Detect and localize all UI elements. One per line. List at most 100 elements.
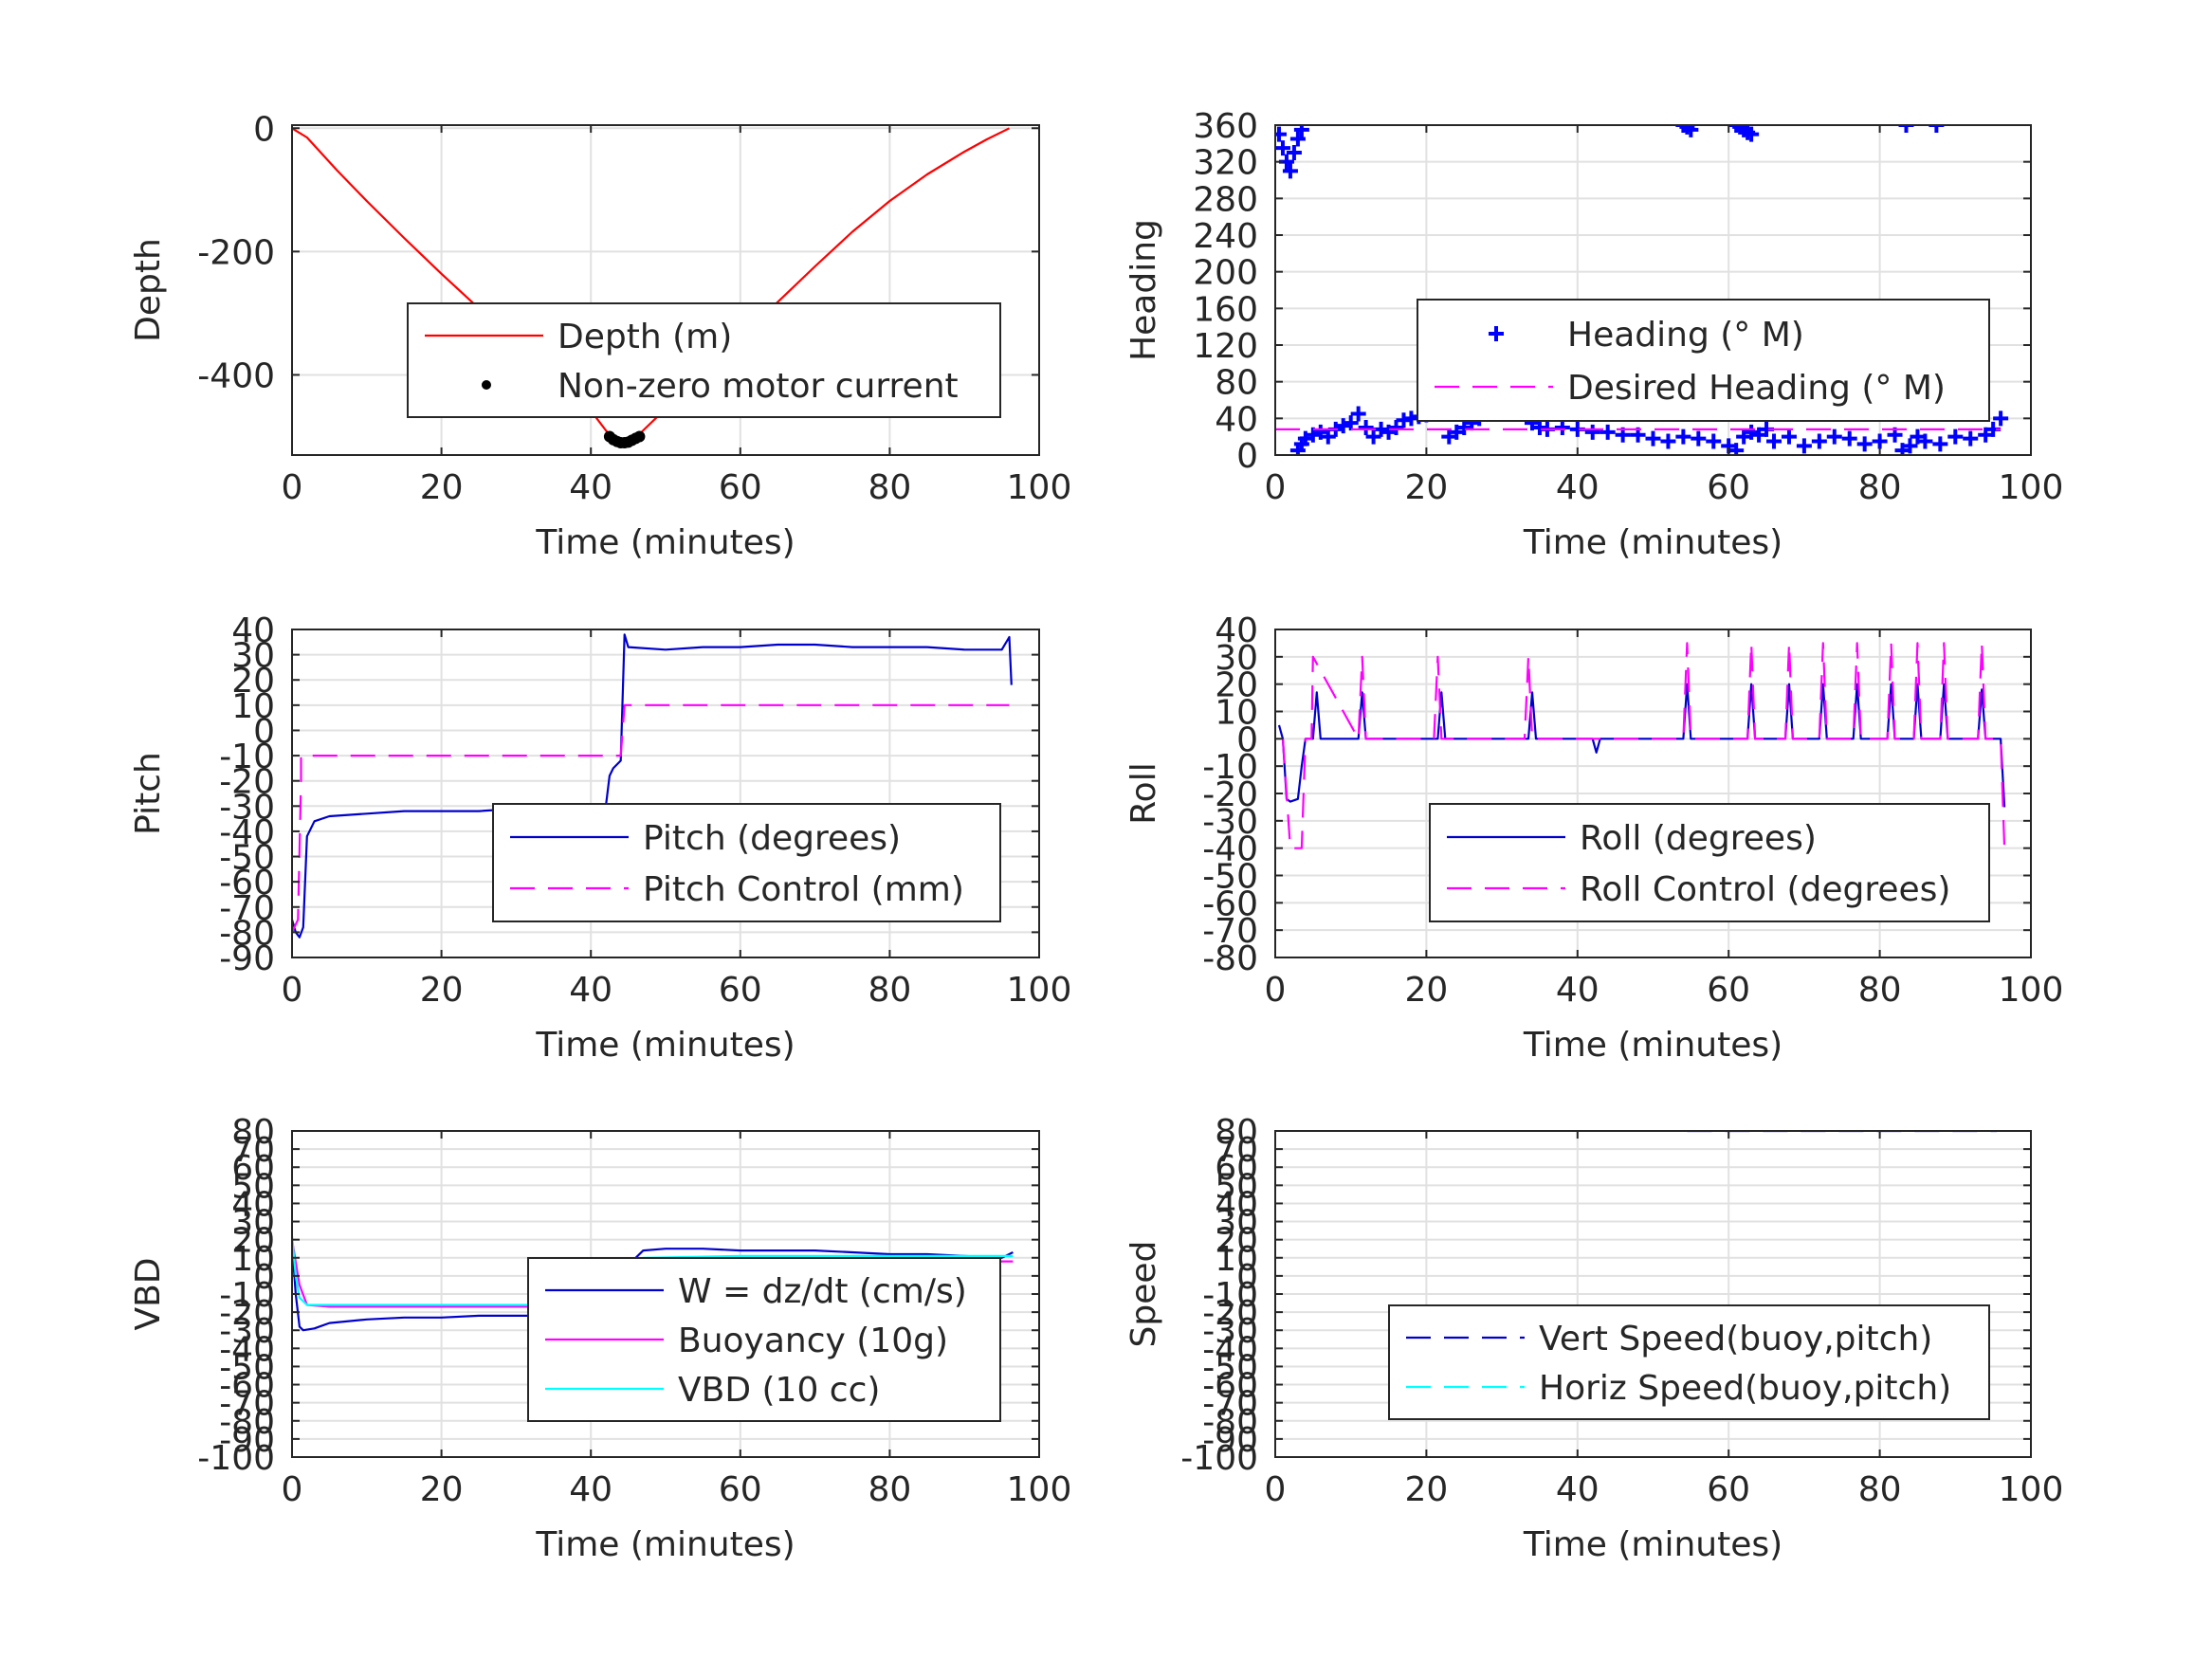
legend-box <box>1429 803 1990 922</box>
x-tick-label: 60 <box>719 468 762 507</box>
chart-panel-1: 0 20 40 60 80 100 0 -200 -400 Time (minutes) Depth… <box>129 110 1071 562</box>
chart-panel-4: 0 20 40 60 80 100403020100-10-20-30-40-50-60-… <box>1124 611 2063 1065</box>
heading-point <box>1275 140 1290 156</box>
legend-box <box>492 803 1001 922</box>
x-tick-label: 20 <box>420 1470 464 1509</box>
y-tick-label: -20 <box>219 1294 275 1333</box>
y-tick-label: 0 <box>1236 437 1258 476</box>
chart-panel-3: 0 20 40 60 80 100403020100-10-20-30-40-50-60-… <box>129 611 1071 1065</box>
y-tick-label: 200 <box>1193 254 1258 293</box>
x-tick-label: 100 <box>1007 971 1072 1010</box>
legend-label: Horiz Speed(buoy,pitch) <box>1539 1369 1951 1408</box>
chart-panel-5: 0 20 40 60 80 10080706050403020100-10-20-30-4… <box>129 1113 1071 1564</box>
heading-point <box>1275 126 1287 142</box>
heading-point <box>1358 420 1374 435</box>
y-tick-label: 360 <box>1193 107 1258 146</box>
y-tick-label: 60 <box>1215 1149 1258 1188</box>
x-tick-label: 80 <box>1858 468 1902 507</box>
heading-point <box>1645 430 1661 447</box>
y-tick-label: -20 <box>219 763 275 802</box>
y-axis-label: VBD <box>129 1257 168 1330</box>
y-tick-label: -30 <box>1202 1312 1258 1351</box>
heading-point <box>1706 433 1722 449</box>
y-tick-label: 50 <box>231 1167 275 1206</box>
legend-label: Heading (° M) <box>1567 316 1804 355</box>
y-tick-label: -20 <box>1202 1294 1258 1333</box>
y-tick-label: -200 <box>197 233 275 272</box>
legend-label: Non-zero motor current <box>558 367 959 406</box>
heading-point <box>1811 433 1827 449</box>
y-tick-label: 60 <box>231 1149 275 1188</box>
series-2-markers <box>603 430 646 448</box>
legend: Depth (m) Non-zero motor current <box>407 302 1001 418</box>
x-tick-label: 20 <box>1404 971 1448 1010</box>
y-tick-label: 50 <box>1215 1167 1258 1206</box>
x-tick-label: 0 <box>282 468 303 507</box>
x-tick-label: 100 <box>1007 1470 1072 1509</box>
y-tick-label: -60 <box>1202 1367 1258 1406</box>
series-group <box>1277 642 2006 849</box>
y-tick-label: 70 <box>1215 1131 1258 1170</box>
y-tick-label: 120 <box>1193 327 1258 366</box>
heading-point <box>1293 125 1309 137</box>
legend-box <box>407 302 1001 418</box>
y-tick-label: 20 <box>1215 666 1258 705</box>
y-tick-label: 40 <box>1215 400 1258 439</box>
x-tick-label: 100 <box>1007 468 1072 507</box>
y-tick-label: 0 <box>253 110 275 149</box>
y-tick-label: 40 <box>231 1185 275 1224</box>
x-tick-label: 100 <box>1999 971 2064 1010</box>
heading-point <box>1744 424 1760 440</box>
y-tick-label: 160 <box>1193 290 1258 329</box>
y-tick-label: -90 <box>219 939 275 978</box>
legend-label: W = dz/dt (cm/s) <box>678 1272 967 1311</box>
y-tick-label: -70 <box>219 1385 275 1424</box>
x-tick-label: 100 <box>1999 1470 2064 1509</box>
x-tick-label: 40 <box>569 468 612 507</box>
y-tick-label: -50 <box>1202 1348 1258 1387</box>
y-tick-label: 320 <box>1193 144 1258 183</box>
x-tick-label: 20 <box>1404 468 1448 507</box>
series-group <box>292 633 1013 939</box>
y-tick-label: 30 <box>231 1204 275 1243</box>
y-tick-label: 240 <box>1193 217 1258 256</box>
heading-point <box>1660 433 1676 449</box>
axes <box>1274 629 2032 958</box>
y-tick-label: 20 <box>1215 1222 1258 1261</box>
x-tick-label: 0 <box>1265 971 1287 1010</box>
axes <box>291 124 1040 456</box>
y-tick-label: -70 <box>1202 1385 1258 1424</box>
y-tick-label: 40 <box>1215 611 1258 650</box>
y-tick-label: -30 <box>219 788 275 827</box>
heading-point <box>1343 415 1359 431</box>
x-tick-label: 0 <box>282 1470 303 1509</box>
y-axis-label: Roll <box>1124 762 1163 824</box>
y-tick-label: 30 <box>1215 639 1258 678</box>
axes <box>291 629 1040 958</box>
y-tick-label: 80 <box>1215 364 1258 403</box>
heading-point <box>1675 428 1691 445</box>
y-tick-label: 30 <box>1215 1204 1258 1243</box>
axes-box <box>1274 124 2032 456</box>
legend-label: Depth (m) <box>558 318 732 356</box>
heading-point <box>1744 126 1760 142</box>
y-tick-label: 70 <box>231 1131 275 1170</box>
y-axis-label: Heading <box>1124 219 1163 361</box>
x-tick-label: 20 <box>1404 1470 1448 1509</box>
y-tick-label: -50 <box>219 1348 275 1387</box>
y-tick-label: 10 <box>231 1240 275 1279</box>
legend: Pitch (degrees) Pitch Control (mm) <box>492 803 1001 922</box>
y-tick-label: -100 <box>197 1439 275 1478</box>
y-tick-label: -400 <box>197 356 275 395</box>
x-tick-label: 40 <box>569 1470 612 1509</box>
y-tick-label: 80 <box>231 1113 275 1152</box>
legend-label: Roll (degrees) <box>1580 819 1817 858</box>
x-tick-label: 80 <box>868 971 911 1010</box>
x-tick-label: 0 <box>1265 1470 1287 1509</box>
heading-point <box>1691 430 1707 447</box>
y-tick-label: -10 <box>1202 1276 1258 1315</box>
y-tick-label: 80 <box>1215 1113 1258 1152</box>
heading-point <box>1781 428 1797 445</box>
y-tick-label: 10 <box>1215 694 1258 733</box>
